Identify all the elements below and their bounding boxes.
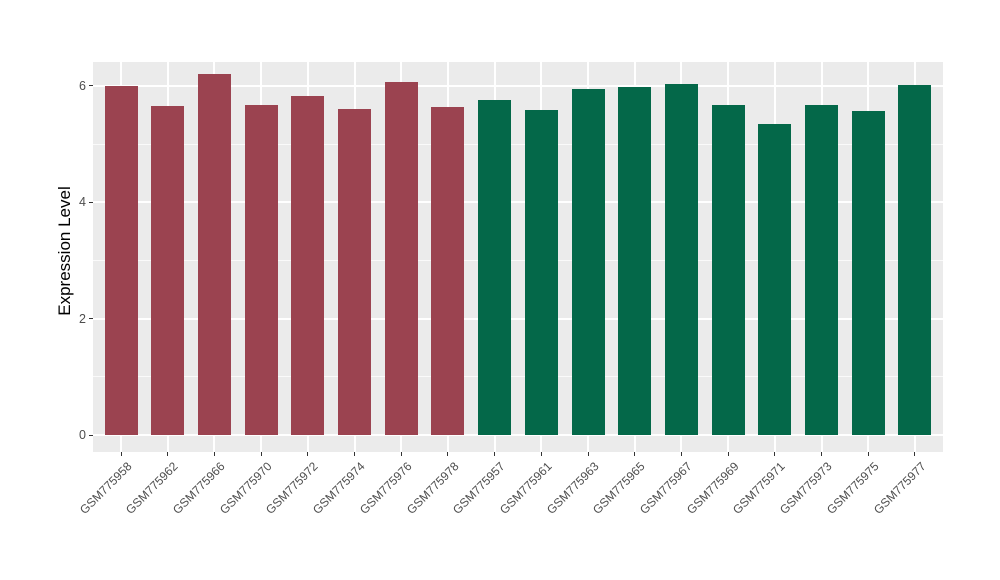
x-tick <box>914 452 916 456</box>
x-tick <box>540 452 542 456</box>
x-tick <box>634 452 636 456</box>
x-tick <box>260 452 262 456</box>
bar <box>711 104 745 435</box>
y-tick <box>89 434 93 436</box>
x-tick <box>400 452 402 456</box>
y-tick <box>89 85 93 87</box>
x-tick <box>867 452 869 456</box>
x-tick <box>821 452 823 456</box>
y-tick <box>89 318 93 320</box>
bar <box>664 83 698 435</box>
bar <box>104 85 138 435</box>
y-tick-label: 2 <box>79 311 86 326</box>
x-tick <box>213 452 215 456</box>
h-gridline-minor <box>93 259 943 261</box>
bar <box>244 104 278 435</box>
bar <box>898 85 932 435</box>
y-tick-label: 6 <box>79 78 86 93</box>
y-tick-label: 4 <box>79 195 86 210</box>
h-gridline-major <box>93 84 943 87</box>
bar <box>851 110 885 435</box>
bar <box>384 81 418 435</box>
h-gridline-major <box>93 434 943 436</box>
x-tick <box>307 452 309 456</box>
x-tick <box>727 452 729 456</box>
bar <box>478 99 512 435</box>
x-tick <box>120 452 122 456</box>
plot-panel <box>93 62 943 452</box>
bar <box>758 124 792 435</box>
h-gridline-major <box>93 317 943 320</box>
x-tick <box>167 452 169 456</box>
bar <box>291 96 325 435</box>
bar <box>151 106 185 435</box>
x-tick <box>587 452 589 456</box>
h-gridline-minor <box>93 376 943 378</box>
bar <box>524 109 558 435</box>
bar <box>338 109 372 435</box>
h-gridline-major <box>93 201 943 204</box>
x-tick <box>774 452 776 456</box>
x-tick <box>447 452 449 456</box>
y-tick <box>89 201 93 203</box>
h-gridline-minor <box>93 143 943 145</box>
bar <box>571 88 605 435</box>
bar <box>618 86 652 435</box>
x-tick <box>680 452 682 456</box>
x-tick <box>354 452 356 456</box>
bar <box>431 106 465 435</box>
bar <box>197 73 231 435</box>
x-tick <box>494 452 496 456</box>
bar <box>805 104 839 435</box>
y-tick-label: 0 <box>79 428 86 442</box>
